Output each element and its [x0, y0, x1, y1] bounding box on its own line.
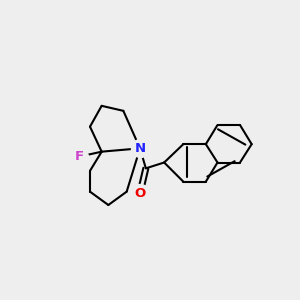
Text: N: N [134, 142, 146, 155]
Text: O: O [134, 187, 146, 200]
Text: F: F [75, 150, 84, 163]
